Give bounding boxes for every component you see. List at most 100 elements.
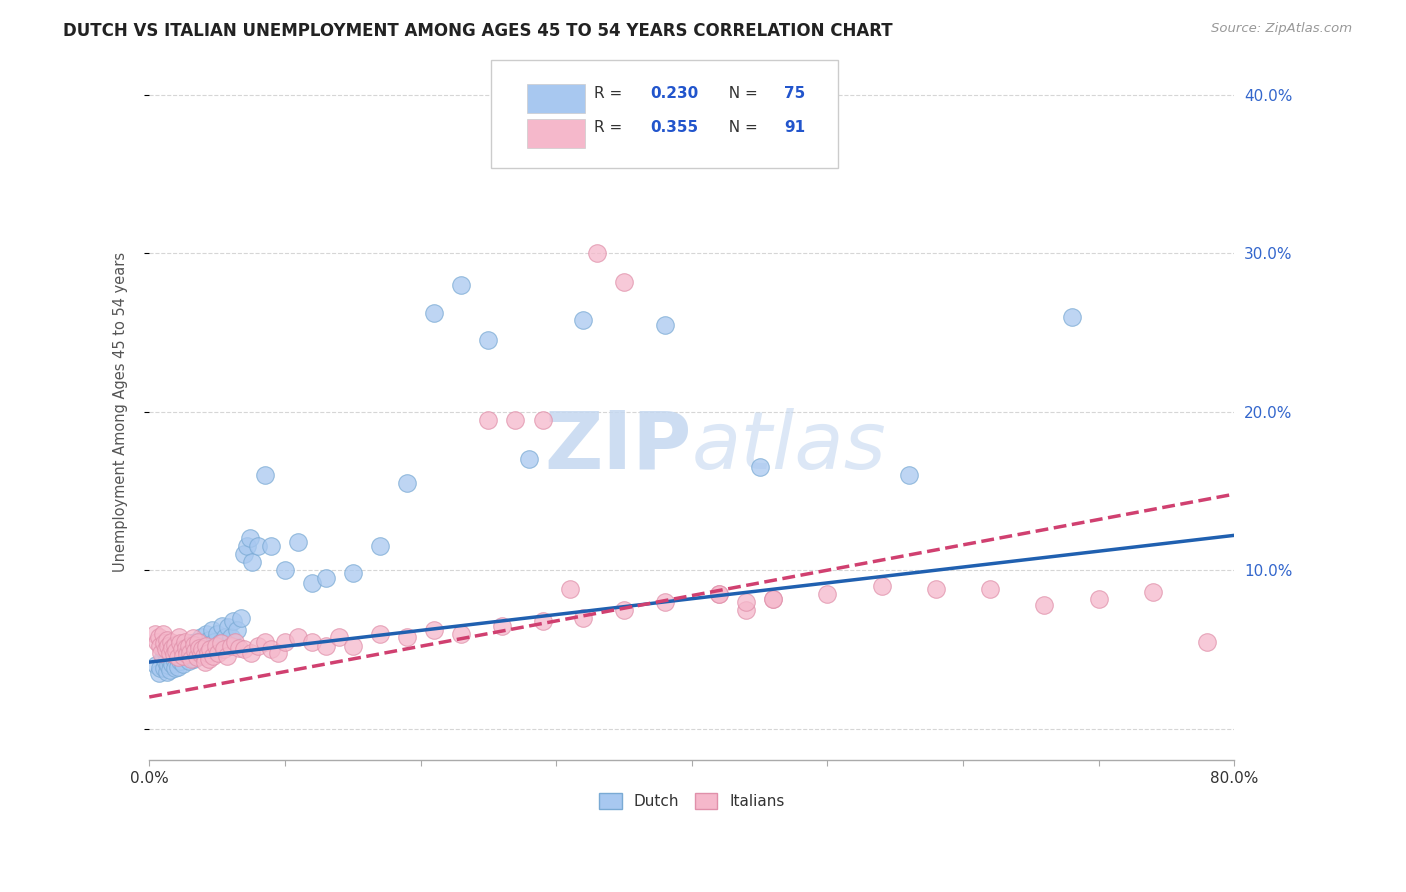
Point — [477, 334, 499, 348]
Point — [186, 650, 208, 665]
Point — [187, 640, 209, 654]
Point — [162, 640, 184, 655]
Legend: Dutch, Italians: Dutch, Italians — [592, 788, 792, 815]
Point — [586, 246, 609, 260]
Point — [169, 654, 191, 668]
Point — [231, 611, 253, 625]
Point — [219, 640, 242, 654]
Point — [159, 663, 181, 677]
Point — [155, 655, 177, 669]
Point — [163, 652, 186, 666]
Text: 91: 91 — [785, 120, 806, 136]
Point — [205, 626, 228, 640]
Point — [148, 630, 170, 644]
Point — [240, 555, 263, 569]
Point — [1033, 598, 1056, 612]
Point — [1060, 310, 1083, 324]
Point — [180, 647, 202, 661]
Point — [201, 648, 224, 663]
Point — [423, 306, 446, 320]
Point — [1087, 591, 1109, 606]
Point — [228, 640, 250, 655]
Point — [149, 661, 172, 675]
Point — [925, 582, 948, 597]
Point — [177, 654, 200, 668]
Point — [897, 468, 920, 483]
Point — [979, 582, 1001, 597]
Point — [159, 646, 181, 660]
Point — [167, 630, 190, 644]
Point — [491, 618, 513, 632]
Point — [226, 624, 249, 638]
Point — [253, 634, 276, 648]
Point — [301, 575, 323, 590]
Point — [531, 412, 554, 426]
Point — [204, 640, 226, 654]
Point — [163, 661, 186, 675]
Point — [328, 630, 350, 644]
Point — [176, 647, 198, 661]
Point — [172, 657, 194, 671]
Point — [191, 642, 214, 657]
Point — [148, 666, 170, 681]
Point — [167, 642, 190, 657]
Point — [188, 648, 211, 663]
Point — [173, 638, 195, 652]
Point — [531, 614, 554, 628]
Point — [217, 620, 239, 634]
Point — [342, 640, 364, 654]
Point — [870, 579, 893, 593]
Point — [748, 460, 770, 475]
Point — [150, 646, 173, 660]
Point — [191, 642, 214, 657]
Point — [246, 540, 269, 554]
Point — [233, 642, 256, 657]
Point — [707, 587, 730, 601]
Text: DUTCH VS ITALIAN UNEMPLOYMENT AMONG AGES 45 TO 54 YEARS CORRELATION CHART: DUTCH VS ITALIAN UNEMPLOYMENT AMONG AGES… — [63, 22, 893, 40]
Point — [450, 277, 472, 292]
Point — [1197, 634, 1219, 648]
Point — [172, 648, 194, 663]
Point — [214, 630, 236, 644]
Point — [198, 632, 221, 647]
Point — [183, 638, 205, 652]
Point — [152, 642, 174, 657]
Point — [209, 636, 232, 650]
Point — [174, 640, 197, 655]
Point — [240, 646, 263, 660]
Point — [208, 636, 231, 650]
Point — [368, 540, 391, 554]
Point — [153, 661, 176, 675]
Point — [190, 647, 212, 661]
Point — [169, 636, 191, 650]
Point — [174, 648, 197, 663]
Point — [654, 595, 676, 609]
Text: R =: R = — [595, 86, 627, 101]
Point — [735, 603, 758, 617]
Point — [212, 642, 235, 657]
Point — [152, 626, 174, 640]
Point — [224, 634, 246, 648]
Point — [239, 532, 262, 546]
Point — [201, 624, 224, 638]
Point — [613, 275, 636, 289]
Text: Source: ZipAtlas.com: Source: ZipAtlas.com — [1212, 22, 1353, 36]
Point — [166, 660, 188, 674]
Point — [176, 644, 198, 658]
FancyBboxPatch shape — [491, 60, 838, 168]
Point — [179, 636, 201, 650]
Point — [177, 640, 200, 654]
Point — [817, 587, 839, 601]
Point — [505, 412, 527, 426]
Point — [342, 566, 364, 581]
Point — [157, 640, 180, 654]
Text: R =: R = — [595, 120, 627, 136]
Point — [558, 582, 581, 597]
Point — [195, 626, 218, 640]
Point — [184, 644, 207, 658]
Point — [153, 636, 176, 650]
Point — [260, 642, 283, 657]
Text: N =: N = — [718, 86, 762, 101]
Point — [219, 630, 242, 644]
Point — [233, 547, 256, 561]
